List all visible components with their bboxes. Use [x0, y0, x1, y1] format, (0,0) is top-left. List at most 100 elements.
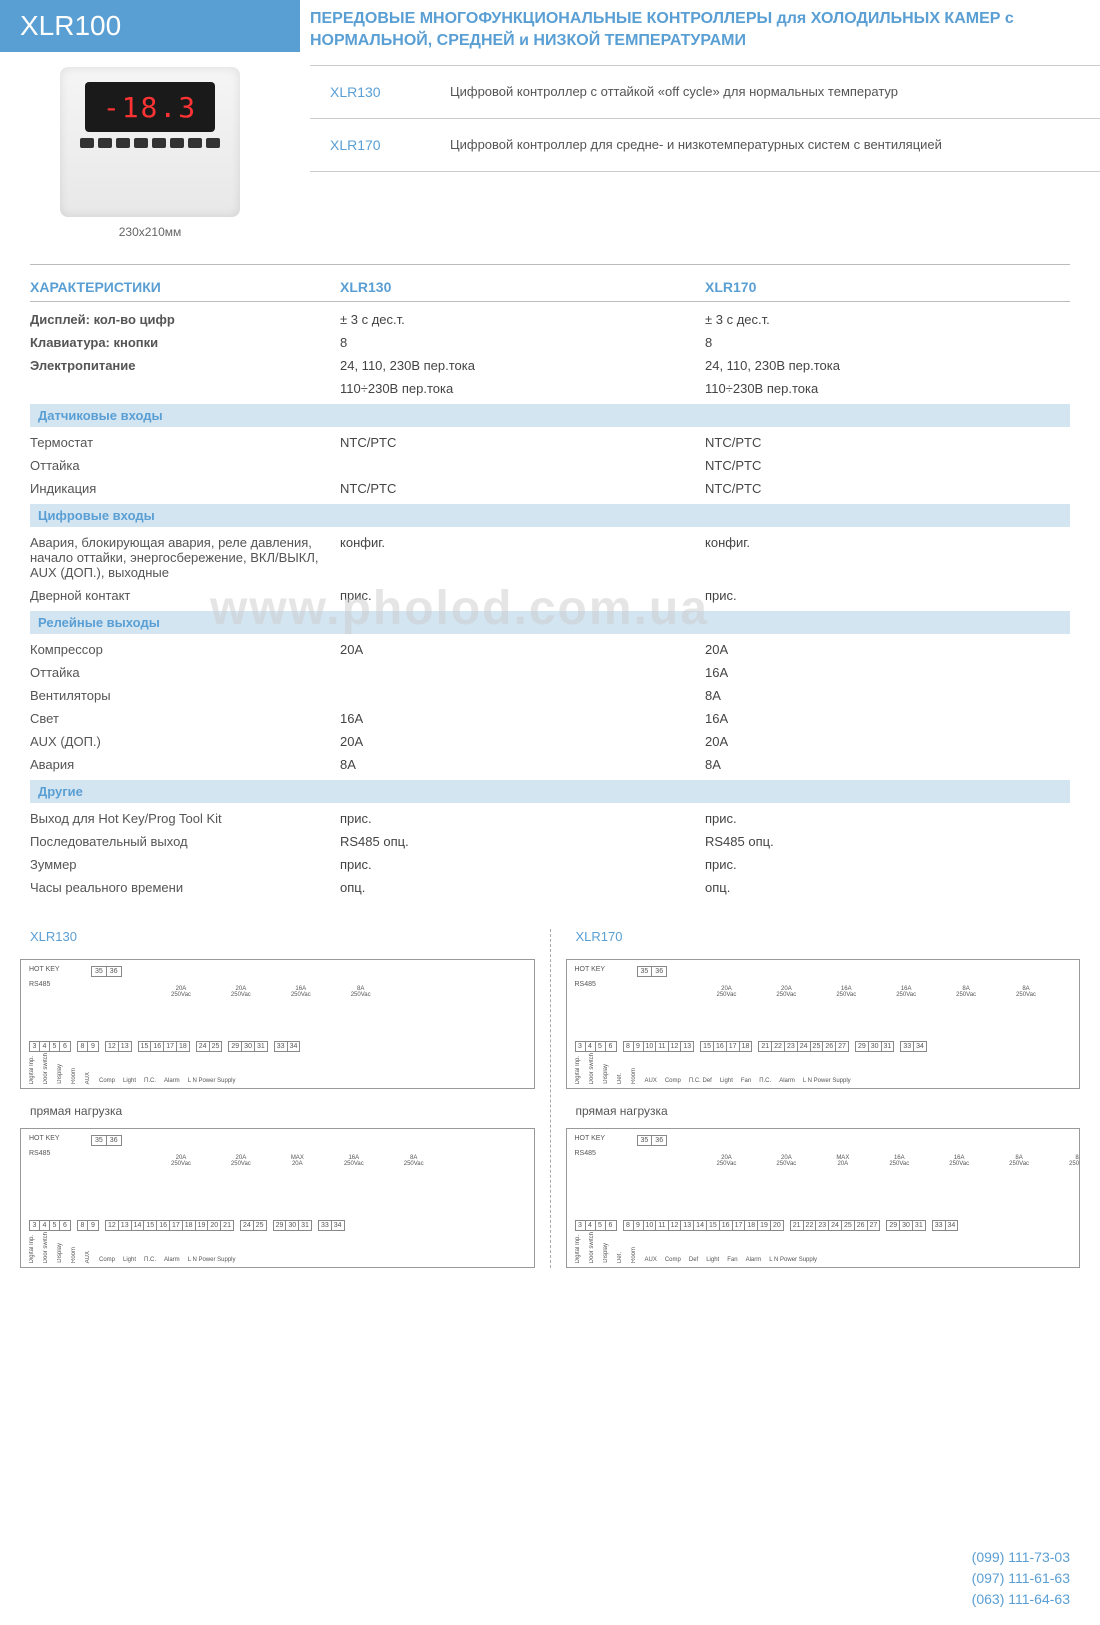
hotkey-label: HOT KEYRS485 — [575, 966, 606, 988]
terminal-group: 891011121314151617181920 — [623, 1220, 784, 1231]
spec-value: ± 3 с дес.т. — [695, 312, 1060, 327]
spec-label: Индикация — [30, 481, 330, 496]
spec-value: 20A — [330, 734, 695, 749]
terminal-group: 293031 — [228, 1041, 267, 1052]
variant-code: XLR170 — [310, 137, 450, 153]
spec-value: NTC/PTC — [695, 458, 1060, 473]
variant-row: XLR170 Цифровой контроллер для средне- и… — [310, 119, 1100, 172]
device-display: -18.3 — [85, 82, 215, 132]
variant-desc: Цифровой контроллер для средне- и низкот… — [450, 137, 1100, 153]
bottom-labels: Digital Inp.Door switchDisplayRoomAUXCom… — [29, 1053, 526, 1084]
spec-value: 16A — [695, 665, 1060, 680]
terminal-group: 3334 — [274, 1041, 301, 1052]
spec-value: RS485 опц. — [330, 834, 695, 849]
spec-row: Дверной контактприс.прис. — [30, 584, 1070, 607]
contact-phones: (099) 111-73-03 (097) 111-61-63 (063) 11… — [972, 1547, 1070, 1610]
spec-value: прис. — [330, 588, 695, 603]
diagram-title: XLR130 — [20, 929, 535, 944]
wiring-diagram-xlr170-direct: HOT KEYRS485353620A250Vac20A250VacMAX20A… — [566, 1128, 1081, 1268]
terminals: 3456891011121314151617181920212223242526… — [575, 1220, 1072, 1231]
spec-label: Термостат — [30, 435, 330, 450]
spec-value: 8A — [695, 757, 1060, 772]
spec-value: 20A — [695, 642, 1060, 657]
spec-value: 20A — [695, 734, 1060, 749]
spec-row: Выход для Hot Key/Prog Tool Kitприс.прис… — [30, 807, 1070, 830]
spec-value: 24, 110, 230В пер.тока — [695, 358, 1060, 373]
spec-row: Компрессор20A20A — [30, 638, 1070, 661]
spec-row: Дисплей: кол-во цифр± 3 с дес.т.± 3 с де… — [30, 308, 1070, 331]
spec-col1: XLR130 — [330, 279, 695, 295]
top-terminals: 3536 — [637, 966, 670, 977]
spec-row: Оттайка16A — [30, 661, 1070, 684]
spec-value: конфиг. — [695, 535, 1060, 580]
terminal-group: 15161718 — [700, 1041, 752, 1052]
spec-value — [330, 688, 695, 703]
spec-label: Часы реального времени — [30, 880, 330, 895]
spec-label: Зуммер — [30, 857, 330, 872]
spec-row: Вентиляторы8A — [30, 684, 1070, 707]
section-band: Другие — [30, 780, 1070, 803]
terminals: 34568912131516171824252930313334 — [29, 1041, 526, 1052]
spec-value: 110÷230В пер.тока — [695, 381, 1060, 396]
spec-label: Выход для Hot Key/Prog Tool Kit — [30, 811, 330, 826]
wiring-diagram-xlr130-direct: HOT KEYRS485 3536 20A250Vac20A250VacMAX20A… — [20, 1128, 535, 1268]
spec-value: прис. — [330, 857, 695, 872]
spec-label: Вентиляторы — [30, 688, 330, 703]
phone: (063) 111-64-63 — [972, 1589, 1070, 1610]
bottom-labels: Digital Inp.Door switchDisplayDef.RoomAU… — [575, 1232, 1072, 1263]
spec-value: NTC/PTC — [695, 481, 1060, 496]
spec-value: опц. — [330, 880, 695, 895]
spec-value: опц. — [695, 880, 1060, 895]
terminal-group: 89 — [77, 1041, 99, 1052]
spec-value: 110÷230В пер.тока — [330, 381, 695, 396]
spec-label: Свет — [30, 711, 330, 726]
ratings: 20A250Vac20A250VacMAX20A16A250Vac8A250Va… — [21, 1155, 534, 1167]
spec-row: 110÷230В пер.тока110÷230В пер.тока — [30, 377, 1070, 400]
terminal-group: 3456 — [29, 1220, 71, 1231]
spec-label: Оттайка — [30, 458, 330, 473]
top-terminals: 3536 — [91, 966, 124, 977]
terminal-group: 3334 — [900, 1041, 927, 1052]
variant-row: XLR130 Цифровой контроллер с оттайкой «o… — [310, 66, 1100, 119]
spec-row: Часы реального времениопц.опц. — [30, 876, 1070, 899]
hotkey-label: HOT KEYRS485 — [575, 1135, 606, 1157]
header: XLR100 -18.3 230х210мм ПЕРЕДОВЫЕ МНОГОФУ… — [0, 0, 1100, 244]
terminal-group: 21222324252627 — [758, 1041, 849, 1052]
spec-section: ХАРАКТЕРИСТИКИ XLR130 XLR170 Дисплей: ко… — [0, 244, 1100, 899]
ratings: 20A250Vac20A250Vac16A250Vac8A250Vac — [21, 986, 534, 998]
top-terminals: 3536 — [637, 1135, 670, 1146]
spec-body: Дисплей: кол-во цифр± 3 с дес.т.± 3 с де… — [30, 308, 1070, 899]
dimensions: 230х210мм — [0, 225, 300, 239]
terminal-group: 15161718 — [138, 1041, 190, 1052]
spec-label: Клавиатура: кнопки — [30, 335, 330, 350]
spec-value — [330, 458, 695, 473]
spec-col2: XLR170 — [695, 279, 1060, 295]
spec-row: Клавиатура: кнопки88 — [30, 331, 1070, 354]
spec-label: Компрессор — [30, 642, 330, 657]
terminal-group: 2425 — [240, 1220, 267, 1231]
terminal-group: 293031 — [855, 1041, 894, 1052]
diagrams: XLR130 HOT KEYRS485 3536 20A250Vac20A250Va… — [0, 899, 1100, 1278]
spec-label: Последовательный выход — [30, 834, 330, 849]
spec-value: NTC/PTC — [330, 435, 695, 450]
spec-value: ± 3 с дес.т. — [330, 312, 695, 327]
spec-value: 16A — [695, 711, 1060, 726]
hotkey-label: HOT KEYRS485 — [29, 966, 60, 988]
spec-label: Электропитание — [30, 358, 330, 373]
terminal-group: 3334 — [318, 1220, 345, 1231]
display-value: -18.3 — [103, 91, 197, 124]
device-buttons — [80, 138, 220, 148]
terminal-group: 1213 — [105, 1041, 132, 1052]
spec-value: 8A — [330, 757, 695, 772]
spec-value: NTC/PTC — [695, 435, 1060, 450]
spec-row: ИндикацияNTC/PTCNTC/PTC — [30, 477, 1070, 500]
hotkey-label: HOT KEYRS485 — [29, 1135, 60, 1157]
spec-label: Дисплей: кол-во цифр — [30, 312, 330, 327]
terminal-group: 89 — [77, 1220, 99, 1231]
top-terminals: 3536 — [91, 1135, 124, 1146]
terminal-group: 21222324252627 — [790, 1220, 881, 1231]
spec-row: Электропитание24, 110, 230В пер.тока24, … — [30, 354, 1070, 377]
terminal-group: 3334 — [932, 1220, 959, 1231]
spec-label — [30, 381, 330, 396]
terminal-group: 12131415161718192021 — [105, 1220, 234, 1231]
